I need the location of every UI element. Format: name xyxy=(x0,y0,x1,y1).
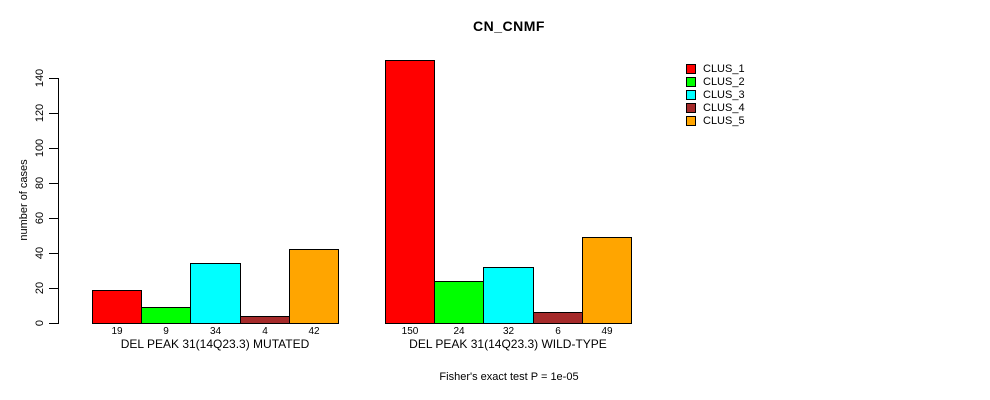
legend-swatch-icon xyxy=(686,102,696,113)
bar-value-label: 49 xyxy=(601,326,613,337)
bar-clus_4 xyxy=(240,316,290,324)
bar-value-label: 42 xyxy=(308,326,320,337)
bar-clus_2 xyxy=(434,281,484,324)
legend-item-clus_3: CLUS_3 xyxy=(686,88,745,101)
legend: CLUS_1 CLUS_2 CLUS_3 CLUS_4 CLUS_5 xyxy=(686,62,745,127)
y-axis-line xyxy=(58,78,59,324)
chart-title: CN_CNMF xyxy=(473,18,545,34)
legend-label: CLUS_2 xyxy=(703,75,745,88)
legend-swatch-icon xyxy=(686,89,696,100)
bar-value-label: 34 xyxy=(209,326,222,337)
legend-label: CLUS_3 xyxy=(703,88,745,101)
y-tick xyxy=(49,183,58,184)
y-tick xyxy=(49,148,58,149)
y-tick xyxy=(49,113,58,114)
y-tick-label: 100 xyxy=(34,138,46,158)
y-tick xyxy=(49,288,58,289)
legend-swatch-icon xyxy=(686,115,696,126)
bar-clus_1 xyxy=(385,60,435,324)
bar-clus_2 xyxy=(141,307,191,324)
legend-item-clus_4: CLUS_4 xyxy=(686,101,745,114)
bar-clus_3 xyxy=(483,267,534,324)
y-tick xyxy=(49,323,58,324)
bar-value-label: 9 xyxy=(163,326,169,337)
y-tick-label: 60 xyxy=(34,211,46,225)
y-tick-label: 0 xyxy=(34,319,46,327)
y-tick-label: 120 xyxy=(34,103,46,123)
category-label: DEL PEAK 31(14Q23.3) MUTATED xyxy=(120,337,310,351)
bar-value-label: 32 xyxy=(502,326,515,337)
bar-clus_5 xyxy=(289,249,339,324)
bar-clus_4 xyxy=(533,312,583,324)
bar-value-label: 150 xyxy=(401,326,419,337)
legend-swatch-icon xyxy=(686,63,696,74)
y-tick xyxy=(49,78,58,79)
legend-item-clus_5: CLUS_5 xyxy=(686,114,745,127)
legend-item-clus_1: CLUS_1 xyxy=(686,62,745,75)
bar-value-label: 4 xyxy=(262,326,268,337)
fisher-test-annotation: Fisher's exact test P = 1e-05 xyxy=(439,371,579,383)
legend-item-clus_2: CLUS_2 xyxy=(686,75,745,88)
legend-label: CLUS_4 xyxy=(703,101,745,114)
legend-swatch-icon xyxy=(686,76,696,87)
y-tick-label: 140 xyxy=(34,68,46,88)
category-label: DEL PEAK 31(14Q23.3) WILD-TYPE xyxy=(409,337,607,351)
legend-label: CLUS_1 xyxy=(703,62,745,75)
y-tick xyxy=(49,253,58,254)
bar-clus_1 xyxy=(92,290,142,324)
y-tick-label: 80 xyxy=(34,176,46,190)
bar-value-label: 24 xyxy=(453,326,465,337)
bar-clus_3 xyxy=(190,263,241,324)
y-tick xyxy=(49,218,58,219)
bar-value-label: 19 xyxy=(111,326,123,337)
bar-clus_5 xyxy=(582,237,632,324)
legend-label: CLUS_5 xyxy=(703,114,745,127)
bar-value-label: 6 xyxy=(555,326,561,337)
y-tick-label: 20 xyxy=(34,281,46,295)
y-tick-label: 40 xyxy=(34,246,46,260)
